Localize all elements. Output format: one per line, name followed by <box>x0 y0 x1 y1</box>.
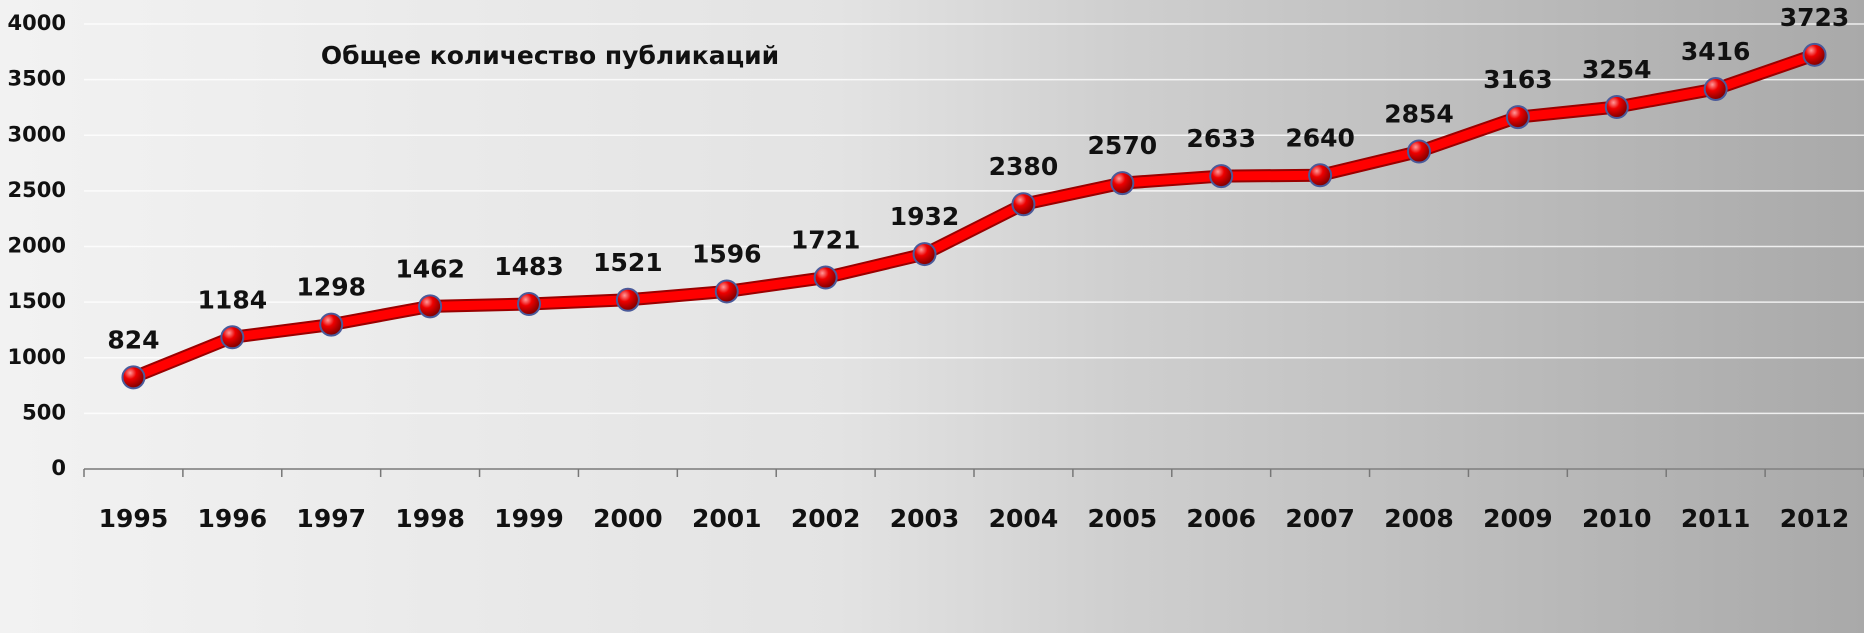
data-label: 1184 <box>198 285 268 314</box>
y-tick-label: 1500 <box>8 289 66 313</box>
y-tick-label: 3000 <box>8 122 66 146</box>
data-label: 1721 <box>791 226 861 255</box>
x-tick-label: 2006 <box>1186 504 1256 533</box>
x-tick-label: 2005 <box>1088 504 1158 533</box>
x-tick-label: 2010 <box>1582 504 1652 533</box>
chart: Общее количество публикаций 0 500 1000 1500… <box>0 0 1864 633</box>
x-tick-label: 2000 <box>593 504 663 533</box>
x-tick-label: 1997 <box>296 504 366 533</box>
data-label: 2854 <box>1384 99 1454 128</box>
point-marker <box>518 293 540 315</box>
background <box>0 0 1864 633</box>
x-tick-label: 2002 <box>791 504 861 533</box>
data-label: 1932 <box>890 202 960 231</box>
point-marker <box>1705 78 1727 100</box>
point-marker <box>122 366 144 388</box>
data-label: 2380 <box>989 152 1059 181</box>
point-marker <box>320 314 342 336</box>
data-label: 1521 <box>593 248 663 277</box>
data-label: 824 <box>107 325 159 354</box>
point-marker <box>617 289 639 311</box>
data-label: 3254 <box>1582 55 1652 84</box>
point-marker <box>815 267 837 289</box>
x-tick-label: 1999 <box>494 504 564 533</box>
y-tick-label: 3500 <box>8 67 66 91</box>
x-tick-label: 1996 <box>198 504 268 533</box>
point-marker <box>1210 165 1232 187</box>
point-marker <box>1309 164 1331 186</box>
x-tick-label: 1998 <box>395 504 465 533</box>
point-marker <box>221 326 243 348</box>
point-marker <box>1507 106 1529 128</box>
point-marker <box>1606 96 1628 118</box>
point-marker <box>914 243 936 265</box>
x-tick-label: 2003 <box>890 504 960 533</box>
data-label: 1596 <box>692 239 762 268</box>
y-tick-label: 500 <box>22 400 66 424</box>
x-tick-label: 2004 <box>989 504 1059 533</box>
y-tick-label: 2000 <box>8 234 66 258</box>
point-marker <box>716 280 738 302</box>
x-tick-label: 1995 <box>99 504 169 533</box>
point-marker <box>419 295 441 317</box>
data-label: 2570 <box>1088 131 1158 160</box>
data-label: 3723 <box>1780 3 1850 32</box>
x-tick-label: 2012 <box>1780 504 1850 533</box>
point-marker <box>1111 172 1133 194</box>
x-tick-label: 2009 <box>1483 504 1553 533</box>
y-tick-label: 0 <box>51 456 66 480</box>
y-tick-label: 4000 <box>8 11 66 35</box>
point-marker <box>1012 193 1034 215</box>
data-label: 1483 <box>494 252 564 281</box>
x-tick-label: 2001 <box>692 504 762 533</box>
data-label: 1462 <box>395 254 465 283</box>
y-tick-label: 2500 <box>8 178 66 202</box>
data-label: 3416 <box>1681 37 1751 66</box>
data-label: 2633 <box>1186 124 1256 153</box>
point-marker <box>1804 44 1826 66</box>
x-tick-label: 2011 <box>1681 504 1751 533</box>
y-tick-label: 1000 <box>8 345 66 369</box>
point-marker <box>1408 140 1430 162</box>
data-label: 2640 <box>1285 123 1355 152</box>
data-label: 1298 <box>296 273 366 302</box>
data-label: 3163 <box>1483 65 1553 94</box>
x-tick-label: 2007 <box>1285 504 1355 533</box>
chart-title: Общее количество публикаций <box>321 41 779 70</box>
x-tick-label: 2008 <box>1384 504 1454 533</box>
